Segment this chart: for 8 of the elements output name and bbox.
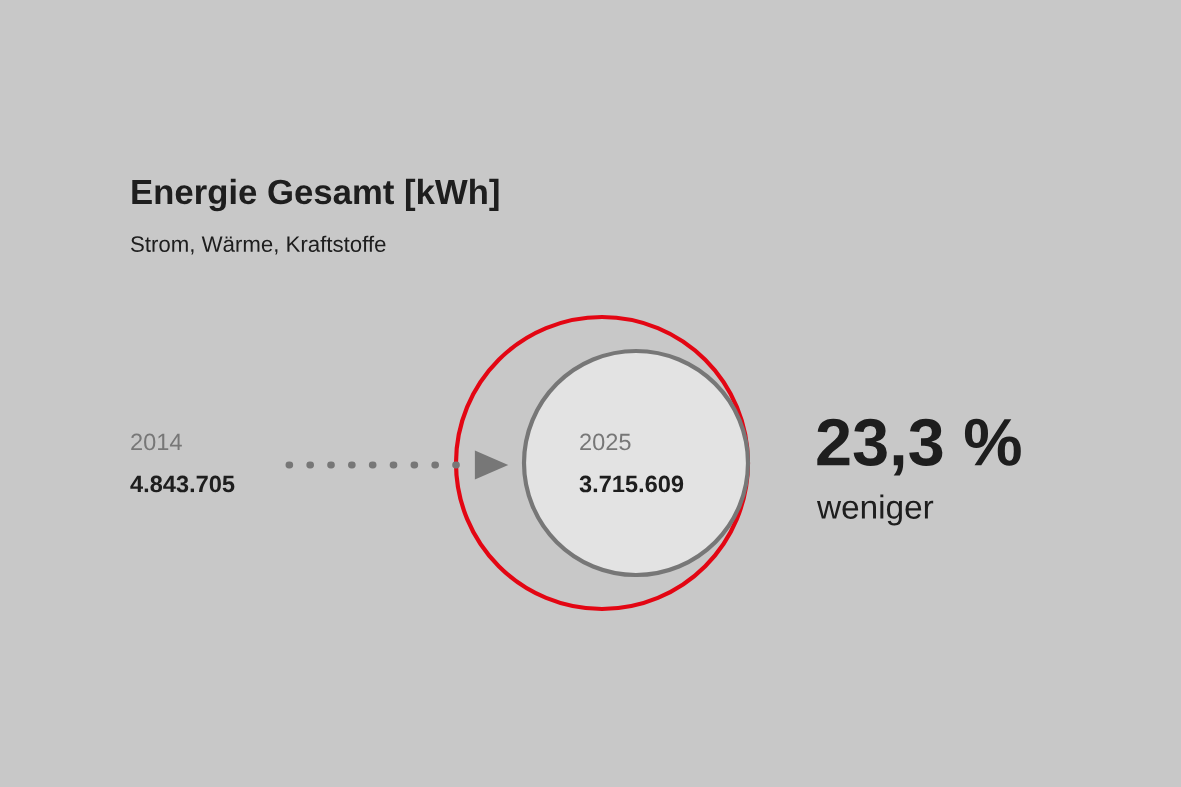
text: Strom, Wärme, Kraftstoffe xyxy=(131,235,386,255)
text: 23,3 % xyxy=(817,418,1021,476)
category-label: 2014 xyxy=(131,433,182,451)
text: weniger xyxy=(816,494,934,526)
data-label: 3.715.609 xyxy=(579,475,684,493)
category-label: 2025 xyxy=(580,433,631,451)
data-label: 4.843.705 xyxy=(130,475,235,493)
text: Energie Gesamt [kWh] xyxy=(132,178,499,212)
